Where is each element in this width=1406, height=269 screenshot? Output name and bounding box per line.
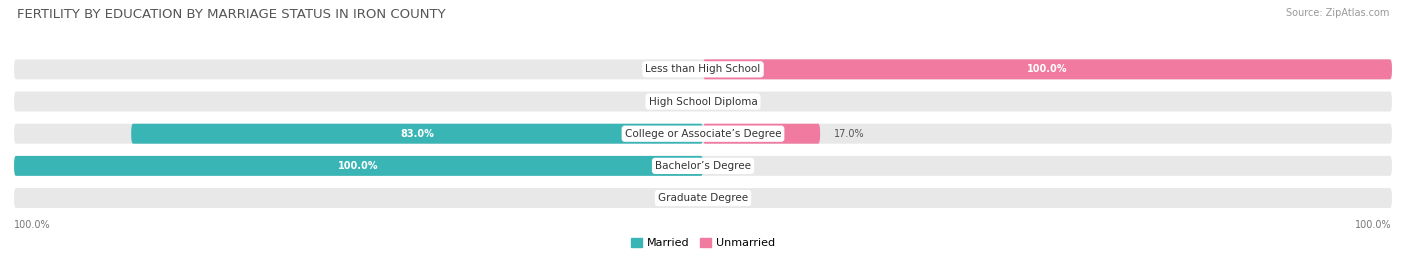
Text: 0.0%: 0.0% <box>661 193 686 203</box>
FancyBboxPatch shape <box>14 91 1392 111</box>
FancyBboxPatch shape <box>14 156 1392 176</box>
FancyBboxPatch shape <box>703 59 1392 79</box>
Text: Bachelor’s Degree: Bachelor’s Degree <box>655 161 751 171</box>
Text: 0.0%: 0.0% <box>720 193 745 203</box>
Text: FERTILITY BY EDUCATION BY MARRIAGE STATUS IN IRON COUNTY: FERTILITY BY EDUCATION BY MARRIAGE STATU… <box>17 8 446 21</box>
Text: 0.0%: 0.0% <box>661 64 686 74</box>
Text: 0.0%: 0.0% <box>720 97 745 107</box>
FancyBboxPatch shape <box>14 156 703 176</box>
Text: 17.0%: 17.0% <box>834 129 865 139</box>
FancyBboxPatch shape <box>703 124 820 144</box>
Text: 100.0%: 100.0% <box>1355 220 1392 230</box>
Text: Less than High School: Less than High School <box>645 64 761 74</box>
FancyBboxPatch shape <box>14 59 1392 79</box>
FancyBboxPatch shape <box>14 124 1392 144</box>
Text: 100.0%: 100.0% <box>339 161 378 171</box>
Text: College or Associate’s Degree: College or Associate’s Degree <box>624 129 782 139</box>
Text: High School Diploma: High School Diploma <box>648 97 758 107</box>
Text: Graduate Degree: Graduate Degree <box>658 193 748 203</box>
Text: 100.0%: 100.0% <box>14 220 51 230</box>
Legend: Married, Unmarried: Married, Unmarried <box>627 234 779 253</box>
Text: 83.0%: 83.0% <box>401 129 434 139</box>
Text: Source: ZipAtlas.com: Source: ZipAtlas.com <box>1285 8 1389 18</box>
FancyBboxPatch shape <box>131 124 703 144</box>
Text: 0.0%: 0.0% <box>661 97 686 107</box>
Text: 100.0%: 100.0% <box>1028 64 1067 74</box>
Text: 0.0%: 0.0% <box>720 161 745 171</box>
FancyBboxPatch shape <box>14 188 1392 208</box>
